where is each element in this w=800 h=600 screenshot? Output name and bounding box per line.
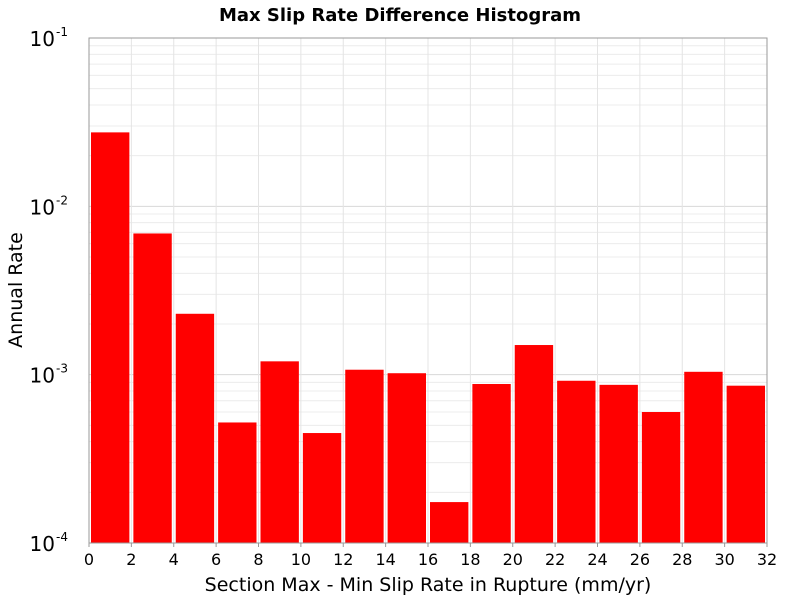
x-tick-label: 24 (587, 550, 607, 569)
histogram-bar (91, 132, 130, 543)
x-tick-label: 30 (714, 550, 734, 569)
x-tick-label: 26 (630, 550, 650, 569)
histogram-bar (472, 384, 511, 543)
y-tick-label: 10 (30, 532, 55, 556)
y-axis-ticks: 10-410-310-210-1 (30, 25, 68, 556)
x-tick-label: 20 (503, 550, 523, 569)
x-tick-label: 28 (672, 550, 692, 569)
x-tick-label: 12 (333, 550, 353, 569)
y-tick-exponent: -2 (56, 193, 68, 207)
x-tick-label: 10 (291, 550, 311, 569)
x-axis-label: Section Max - Min Slip Rate in Rupture (… (205, 574, 652, 596)
histogram-bar (133, 233, 172, 544)
x-tick-label: 0 (84, 550, 94, 569)
x-tick-label: 14 (375, 550, 395, 569)
chart-title: Max Slip Rate Difference Histogram (219, 5, 581, 26)
x-axis-ticks: 0 2 4 6 8 10 12 14 16 18 20 22 24 26 28 30 32 (84, 543, 777, 569)
histogram-bar (218, 422, 257, 543)
histogram-bar (345, 369, 384, 543)
histogram-bar (641, 412, 681, 543)
histogram-bar (175, 313, 215, 543)
histogram-bar (599, 384, 638, 543)
y-tick-exponent: -1 (56, 25, 68, 39)
y-tick-exponent: -3 (56, 362, 68, 376)
x-tick-label: 8 (253, 550, 263, 569)
histogram-bar (387, 373, 426, 543)
histogram-bar (302, 433, 342, 543)
histogram-bar (260, 361, 299, 543)
bars (91, 132, 765, 544)
y-tick-label: 10 (30, 195, 55, 219)
histogram-bar (684, 371, 723, 543)
y-tick-exponent: -4 (56, 530, 68, 544)
y-tick-label: 10 (30, 27, 55, 51)
x-tick-label: 32 (757, 550, 777, 569)
y-tick-label: 10 (30, 364, 55, 388)
histogram-bar (430, 502, 469, 543)
x-tick-label: 18 (460, 550, 480, 569)
histogram-bar (514, 345, 554, 543)
x-tick-label: 6 (211, 550, 221, 569)
x-tick-label: 16 (418, 550, 438, 569)
x-tick-label: 22 (545, 550, 565, 569)
x-tick-label: 4 (169, 550, 179, 569)
x-tick-label: 2 (126, 550, 136, 569)
y-axis-label: Annual Rate (5, 232, 27, 348)
histogram-bar (726, 385, 765, 543)
histogram-bar (557, 380, 596, 543)
